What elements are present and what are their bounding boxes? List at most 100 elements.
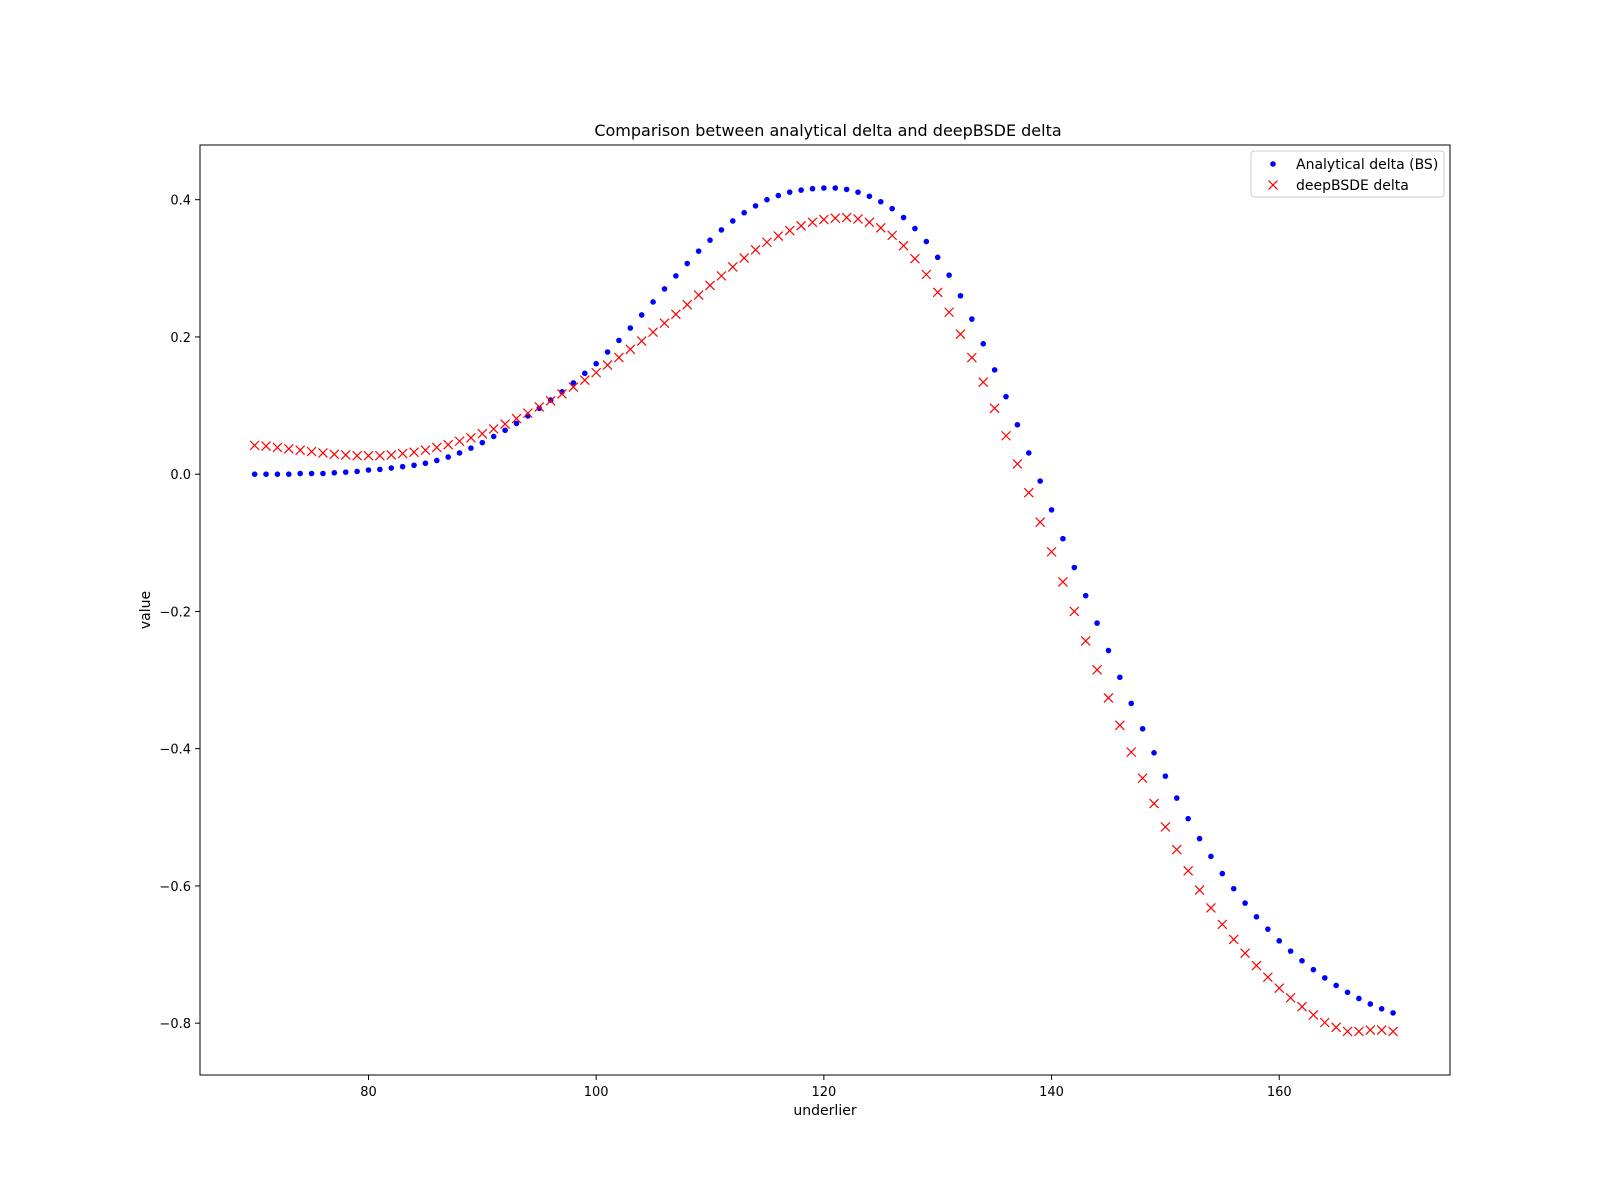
deepbsde-delta-point: [1092, 664, 1103, 675]
analytical-delta-point: [308, 470, 315, 477]
deepbsde-delta-point: [750, 244, 761, 255]
analytical-delta-point: [650, 299, 656, 305]
deepbsde-delta-point: [1319, 1017, 1330, 1028]
analytical-delta-point: [1367, 1001, 1374, 1007]
deepbsde-delta-point: [1217, 919, 1228, 930]
analytical-delta-point: [934, 254, 941, 261]
deepbsde-delta-point: [898, 240, 909, 251]
deepbsde-delta-point: [318, 447, 328, 458]
deepbsde-delta-point: [636, 336, 647, 346]
deepbsde-delta-point: [1206, 902, 1216, 913]
deepbsde-delta-point: [648, 327, 659, 338]
deepbsde-delta-point: [1194, 885, 1205, 895]
y-tick-label: −0.4: [159, 743, 191, 758]
deepbsde-delta-point: [1331, 1022, 1342, 1033]
analytical-delta-point: [1037, 478, 1043, 484]
analytical-delta-point: [1082, 592, 1089, 599]
deepbsde-delta-point: [807, 217, 818, 228]
deepbsde-delta-point: [625, 344, 636, 355]
deepbsde-delta-point: [1103, 692, 1114, 703]
analytical-delta-point: [729, 218, 736, 224]
legend-dot-icon: [1270, 161, 1276, 167]
analytical-delta-point: [843, 186, 850, 193]
deepbsde-delta-point: [545, 395, 556, 406]
deepbsde-delta-point: [910, 253, 920, 264]
series-analytical-delta: [251, 185, 1396, 1016]
x-tick-label: 120: [811, 1085, 836, 1100]
deepbsde-delta-point: [944, 307, 955, 318]
analytical-delta-point: [912, 225, 918, 232]
analytical-delta-point: [1299, 957, 1305, 964]
analytical-delta-point: [741, 209, 747, 216]
analytical-delta-point: [821, 185, 827, 191]
analytical-delta-point: [866, 193, 873, 200]
deepbsde-delta-point: [1365, 1025, 1376, 1035]
analytical-delta-point: [1162, 773, 1169, 779]
analytical-delta-point: [775, 192, 782, 199]
analytical-delta-point: [786, 189, 793, 195]
deepbsde-delta-point: [841, 212, 852, 223]
analytical-delta-point: [1219, 870, 1226, 877]
analytical-delta-point: [661, 286, 668, 292]
deepbsde-delta-point: [1342, 1026, 1353, 1037]
deepbsde-delta-point: [705, 280, 715, 291]
analytical-delta-point: [593, 360, 599, 367]
analytical-delta-point: [1151, 750, 1157, 756]
analytical-delta-point: [627, 325, 634, 331]
deepbsde-delta-point: [1376, 1025, 1387, 1035]
analytical-delta-point: [581, 370, 588, 377]
deepbsde-delta-point: [1035, 517, 1046, 528]
deepbsde-delta-point: [557, 388, 567, 399]
deepbsde-delta-point: [306, 446, 317, 457]
y-tick-label: −0.6: [159, 880, 191, 895]
deepbsde-delta-point: [352, 450, 363, 461]
analytical-delta-point: [263, 471, 269, 477]
analytical-delta-point: [1208, 853, 1214, 860]
deepbsde-delta-point: [818, 214, 829, 225]
deepbsde-delta-point: [409, 447, 419, 458]
analytical-delta-point: [946, 272, 952, 278]
analytical-delta-point: [752, 203, 759, 209]
analytical-delta-point: [855, 189, 861, 195]
deepbsde-delta-point: [386, 450, 397, 460]
deepbsde-delta-point: [431, 442, 442, 453]
y-tick-label: −0.8: [159, 1017, 191, 1032]
deepbsde-delta-point: [693, 290, 704, 301]
deepbsde-delta-point: [1069, 606, 1080, 617]
analytical-delta-point: [1060, 535, 1066, 542]
x-tick-label: 160: [1267, 1085, 1292, 1100]
y-tick-label: 0.2: [170, 331, 191, 346]
deepbsde-delta-point: [602, 360, 613, 371]
analytical-delta-point: [638, 312, 645, 318]
deepbsde-delta-point: [1262, 972, 1273, 983]
analytical-delta-point: [342, 469, 349, 475]
deepbsde-delta-point: [887, 230, 898, 241]
deepbsde-delta-point: [875, 222, 886, 233]
x-axis-label: underlier: [793, 1103, 856, 1119]
analytical-delta-point: [320, 470, 326, 477]
analytical-delta-point: [707, 237, 713, 243]
legend-x-icon: [1268, 180, 1278, 190]
deepbsde-delta-point: [249, 440, 260, 451]
deepbsde-delta-point: [727, 262, 738, 272]
analytical-delta-point: [604, 349, 611, 355]
analytical-delta-point: [1173, 795, 1180, 801]
deepbsde-delta-point: [853, 213, 863, 224]
analytical-delta-point: [570, 380, 577, 386]
analytical-delta-point: [969, 316, 975, 322]
deepbsde-delta-point: [1137, 773, 1148, 784]
deepbsde-delta-point: [1160, 821, 1171, 832]
y-tick-label: 0.4: [170, 194, 191, 209]
analytical-delta-point: [1253, 914, 1260, 920]
analytical-delta-point: [297, 470, 303, 477]
x-tick-label: 80: [360, 1085, 377, 1100]
analytical-delta-point: [502, 427, 508, 434]
deepbsde-delta-point: [340, 450, 351, 460]
deepbsde-delta-point: [500, 419, 511, 430]
analytical-delta-point: [991, 367, 998, 373]
deepbsde-delta-point: [283, 443, 294, 454]
deepbsde-delta-point: [511, 413, 522, 424]
analytical-delta-point: [1265, 926, 1271, 932]
